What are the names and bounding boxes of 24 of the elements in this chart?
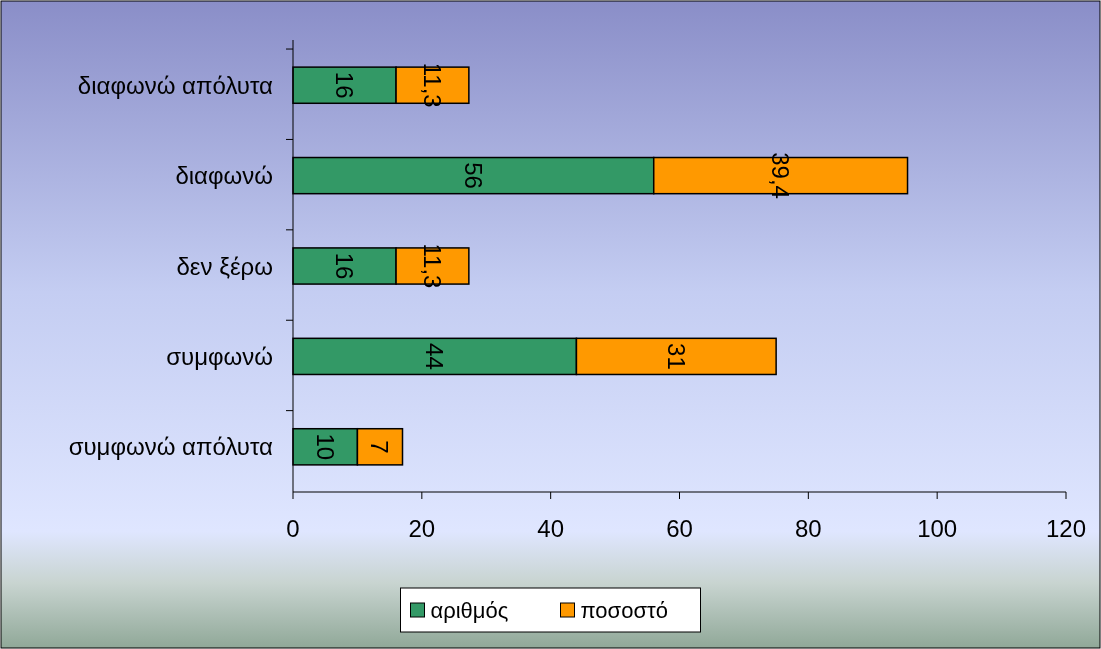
- y-tick-label: συμφωνώ: [166, 342, 273, 370]
- data-label: 31: [662, 343, 690, 370]
- x-tick-label: 40: [537, 515, 565, 542]
- y-tick-label: δεν ξέρω: [176, 252, 273, 280]
- data-label: 39,4: [767, 152, 795, 199]
- legend-label: αριθμός: [430, 597, 509, 623]
- y-tick-label: διαφωνώ: [175, 162, 273, 190]
- data-label: 16: [331, 71, 359, 99]
- data-label: 11,3: [418, 62, 446, 108]
- legend-label: ποσοστό: [580, 597, 668, 623]
- data-label: 10: [311, 433, 339, 461]
- y-tick-label: συμφωνώ απόλυτα: [68, 433, 274, 461]
- data-label: 56: [459, 162, 487, 189]
- data-label: 44: [421, 343, 449, 370]
- x-tick-label: 0: [286, 515, 300, 542]
- x-tick-label: 100: [917, 515, 958, 542]
- data-label: 7: [366, 440, 394, 454]
- x-tick-label: 60: [666, 515, 693, 542]
- data-label: 11,3: [418, 243, 446, 289]
- data-label: 16: [331, 252, 359, 280]
- x-tick-label: 120: [1045, 515, 1087, 542]
- y-tick-label: διαφωνώ απόλυτα: [77, 71, 274, 99]
- x-tick-label: 80: [794, 515, 822, 542]
- x-tick-label: 20: [408, 515, 436, 542]
